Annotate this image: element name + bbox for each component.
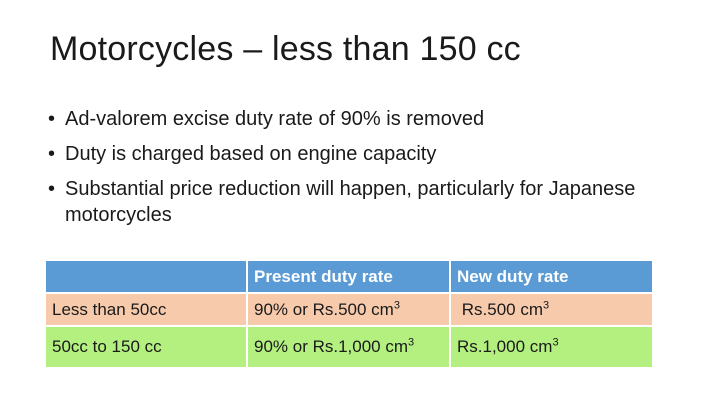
table-header-blank [44,259,248,294]
table-cell-present: 90% or Rs.500 cm3 [246,292,451,327]
unit-superscript: 3 [542,298,550,311]
bullet-dot-icon: • [48,178,56,200]
table-row: 50cc to 150 cc 90% or Rs.1,000 cm3 Rs.1,… [44,325,654,369]
bullet-text: Substantial price reduction will happen,… [65,178,636,226]
bullet-text: Ad-valorem excise duty rate of 90% is re… [65,108,485,130]
table-cell-present: 90% or Rs.1,000 cm3 [246,325,451,369]
unit-superscript: 3 [408,336,415,349]
bullet-item: • Duty is charged based on engine capaci… [48,141,668,167]
duty-rate-table: Present duty rate New duty rate Less tha… [44,259,654,369]
bullet-list: • Ad-valorem excise duty rate of 90% is … [48,106,668,237]
slide-title: Motorcycles – less than 150 cc [50,30,521,68]
table-row: Less than 50cc 90% or Rs.500 cm3 Rs.500 … [44,292,654,327]
table-cell-new: Rs.1,000 cm3 [449,325,654,369]
table-header-new: New duty rate [449,259,654,294]
bullet-item: • Ad-valorem excise duty rate of 90% is … [48,106,668,132]
bullet-text: Duty is charged based on engine capacity [65,143,437,165]
table-cell-category: Less than 50cc [44,292,248,327]
table-cell-new: Rs.500 cm3 [449,292,654,327]
table-cell-category: 50cc to 150 cc [44,325,248,369]
new-rate-text: Rs.1,000 cm [457,337,553,356]
bullet-item: • Substantial price reduction will happe… [48,176,668,228]
unit-superscript: 3 [393,298,400,311]
present-rate-text: 90% or Rs.500 cm [254,299,394,319]
present-rate-text: 90% or Rs.1,000 cm [254,337,409,356]
new-rate-text: Rs.500 cm [461,299,543,319]
bullet-dot-icon: • [48,108,56,130]
bullet-dot-icon: • [48,143,56,165]
table-header-row: Present duty rate New duty rate [44,259,654,294]
unit-superscript: 3 [552,336,559,349]
table-header-present: Present duty rate [246,259,451,294]
